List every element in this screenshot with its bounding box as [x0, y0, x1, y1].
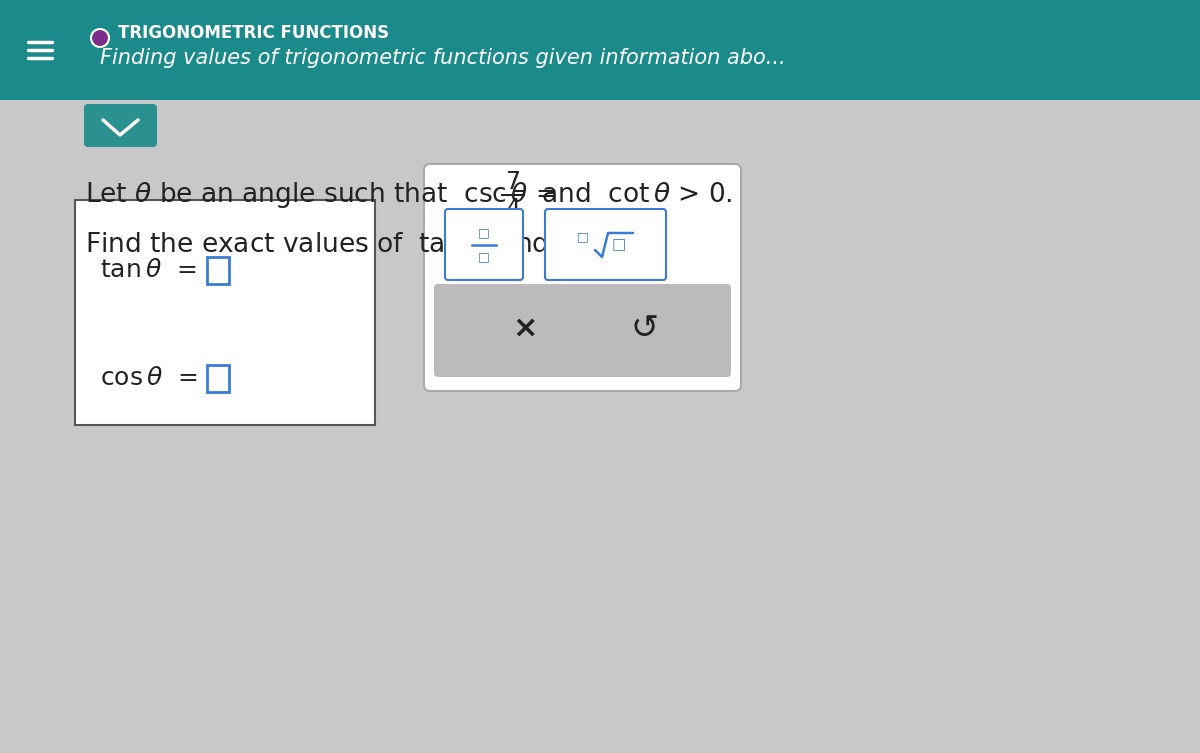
Text: 4: 4 [505, 197, 521, 221]
Text: Let $\theta$ be an angle such that  $\csc\theta$ =: Let $\theta$ be an angle such that $\csc… [85, 180, 559, 210]
Text: 7: 7 [505, 170, 521, 194]
Text: □: □ [478, 251, 490, 264]
Text: and  $\cot\theta$ > 0.: and $\cot\theta$ > 0. [533, 182, 732, 208]
FancyBboxPatch shape [545, 209, 666, 280]
Text: Finding values of trigonometric functions given information abo...: Finding values of trigonometric function… [100, 48, 786, 68]
FancyBboxPatch shape [424, 164, 742, 391]
Text: ×: × [512, 313, 538, 343]
Text: □: □ [478, 227, 490, 239]
FancyBboxPatch shape [0, 100, 1200, 753]
FancyBboxPatch shape [0, 0, 1200, 100]
FancyBboxPatch shape [74, 200, 374, 425]
FancyBboxPatch shape [84, 104, 157, 147]
Text: ↺: ↺ [631, 312, 659, 345]
Text: Find the exact values of  $\tan\theta$  and  $\cos\theta$.: Find the exact values of $\tan\theta$ an… [85, 232, 638, 258]
Circle shape [91, 29, 109, 47]
Text: TRIGONOMETRIC FUNCTIONS: TRIGONOMETRIC FUNCTIONS [118, 24, 389, 42]
FancyBboxPatch shape [445, 209, 523, 280]
Text: □: □ [612, 237, 626, 252]
Text: $\cos\theta$  =: $\cos\theta$ = [100, 366, 200, 390]
FancyBboxPatch shape [434, 284, 731, 377]
Text: $\tan\theta$  =: $\tan\theta$ = [100, 258, 199, 282]
Text: □: □ [577, 230, 589, 243]
